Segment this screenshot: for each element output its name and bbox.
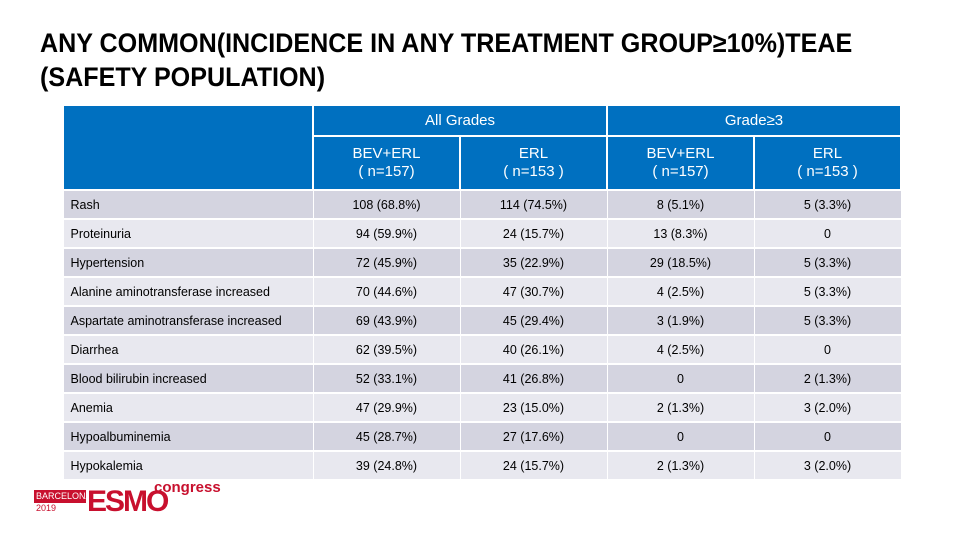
table-body: Rash 108 (68.8%) 114 (74.5%) 8 (5.1%) 5 …	[62, 189, 902, 481]
row-label: Blood bilirubin increased	[62, 363, 314, 394]
table-cell: 3 (2.0%)	[753, 392, 902, 423]
table-cell: 4 (2.5%)	[606, 276, 755, 307]
table-cell: 0	[606, 421, 755, 452]
table-cell: 5 (3.3%)	[753, 247, 902, 278]
table-cell: 45 (28.7%)	[312, 421, 461, 452]
logo-year: 2019	[36, 503, 57, 513]
column-header-n: ( n=153 )	[503, 163, 564, 180]
table-cell: 39 (24.8%)	[312, 450, 461, 481]
table-cell: 0	[753, 218, 902, 249]
table-cell: 69 (43.9%)	[312, 305, 461, 336]
slide-title: ANY COMMON(INCIDENCE IN ANY TREATMENT GR…	[40, 26, 877, 94]
slide-title-line-2: (SAFETY POPULATION)	[40, 62, 326, 92]
table-cell: 2 (1.3%)	[606, 392, 755, 423]
row-label: Hypokalemia	[62, 450, 314, 481]
table-cell: 0	[753, 421, 902, 452]
column-header-name: ERL	[812, 145, 843, 162]
table-cell: 47 (30.7%)	[459, 276, 608, 307]
table-cell: 8 (5.1%)	[606, 189, 755, 220]
table-cell: 2 (1.3%)	[753, 363, 902, 394]
header-all-grades: All Grades	[312, 104, 608, 137]
column-header-name: BEV+ERL	[646, 145, 715, 162]
table-cell: 72 (45.9%)	[312, 247, 461, 278]
row-label: Hypertension	[62, 247, 314, 278]
table-row: Alanine aminotransferase increased 70 (4…	[62, 276, 902, 307]
column-header-name: ERL	[518, 145, 549, 162]
table-cell: 94 (59.9%)	[312, 218, 461, 249]
table-cell: 62 (39.5%)	[312, 334, 461, 365]
table-row: Hypertension 72 (45.9%) 35 (22.9%) 29 (1…	[62, 247, 902, 278]
table-cell: 13 (8.3%)	[606, 218, 755, 249]
column-header-n: ( n=157)	[652, 163, 709, 180]
table-cell: 40 (26.1%)	[459, 334, 608, 365]
column-header-n: ( n=153 )	[797, 163, 858, 180]
table-row: Aspartate aminotransferase increased 69 …	[62, 305, 902, 336]
column-header: BEV+ERL( n=157)	[312, 135, 461, 191]
table-row: Anemia 47 (29.9%) 23 (15.0%) 2 (1.3%) 3 …	[62, 392, 902, 423]
row-label: Hypoalbuminemia	[62, 421, 314, 452]
table-cell: 5 (3.3%)	[753, 305, 902, 336]
table-cell: 35 (22.9%)	[459, 247, 608, 278]
row-label: Proteinuria	[62, 218, 314, 249]
table-cell: 47 (29.9%)	[312, 392, 461, 423]
logo-brand: ESMO	[87, 485, 169, 518]
table-row: Hypokalemia 39 (24.8%) 24 (15.7%) 2 (1.3…	[62, 450, 902, 481]
table-cell: 4 (2.5%)	[606, 334, 755, 365]
table-cell: 2 (1.3%)	[606, 450, 755, 481]
table-cell: 5 (3.3%)	[753, 276, 902, 307]
column-header-name: BEV+ERL	[352, 145, 421, 162]
table-row: Blood bilirubin increased 52 (33.1%) 41 …	[62, 363, 902, 394]
column-header: ERL( n=153 )	[752, 135, 903, 191]
row-label: Rash	[62, 189, 314, 220]
table-cell: 29 (18.5%)	[606, 247, 755, 278]
table-cell: 114 (74.5%)	[459, 189, 608, 220]
table-cell: 45 (29.4%)	[459, 305, 608, 336]
row-label: Diarrhea	[62, 334, 314, 365]
logo-city: BARCELONA	[34, 490, 92, 503]
table-row: Diarrhea 62 (39.5%) 40 (26.1%) 4 (2.5%) …	[62, 334, 902, 365]
logo-suffix: congress	[154, 479, 221, 496]
header-row-groups: All Grades Grade≥3	[62, 104, 903, 191]
table-cell: 108 (68.8%)	[312, 189, 461, 220]
adverse-events-table: All Grades Grade≥3 BEV+ERL( n=157) ERL( …	[62, 104, 903, 481]
table-cell: 3 (1.9%)	[606, 305, 755, 336]
column-header: ERL( n=153 )	[459, 135, 608, 191]
table-cell: 24 (15.7%)	[459, 218, 608, 249]
table-cell: 0	[606, 363, 755, 394]
table-cell: 5 (3.3%)	[753, 189, 902, 220]
table-row: Rash 108 (68.8%) 114 (74.5%) 8 (5.1%) 5 …	[62, 189, 902, 220]
row-label: Alanine aminotransferase increased	[62, 276, 314, 307]
header-corner-cell	[62, 104, 314, 191]
table-cell: 41 (26.8%)	[459, 363, 608, 394]
column-header-n: ( n=157)	[358, 163, 415, 180]
table-cell: 70 (44.6%)	[312, 276, 461, 307]
table-cell: 0	[753, 334, 902, 365]
row-label: Aspartate aminotransferase increased	[62, 305, 314, 336]
table-row: Hypoalbuminemia 45 (28.7%) 27 (17.6%) 0 …	[62, 421, 902, 452]
esmo-congress-logo: BARCELONA 2019 ESMO congress	[34, 479, 221, 523]
table-row: Proteinuria 94 (59.9%) 24 (15.7%) 13 (8.…	[62, 218, 902, 249]
header-row-columns: BEV+ERL( n=157) ERL( n=153 ) BEV+ERL( n=…	[63, 135, 903, 191]
row-label: Anemia	[62, 392, 314, 423]
column-header: BEV+ERL( n=157)	[606, 135, 755, 191]
slide-title-line-1: ANY COMMON(INCIDENCE IN ANY TREATMENT GR…	[40, 28, 853, 58]
table-cell: 52 (33.1%)	[312, 363, 461, 394]
table-cell: 23 (15.0%)	[459, 392, 608, 423]
header-grade-3-plus: Grade≥3	[605, 104, 903, 137]
table-cell: 3 (2.0%)	[753, 450, 902, 481]
table-cell: 24 (15.7%)	[459, 450, 608, 481]
table-cell: 27 (17.6%)	[459, 421, 608, 452]
